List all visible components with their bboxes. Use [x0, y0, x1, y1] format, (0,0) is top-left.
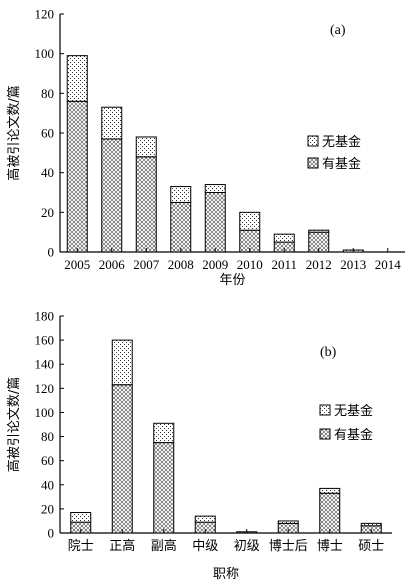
y-tick-label: 120 [35, 7, 55, 22]
x-tick-label: 2009 [202, 257, 228, 272]
legend-label: 有基金 [322, 156, 361, 172]
bar-segment-无基金 [66, 55, 88, 102]
y-tick-label: 120 [35, 381, 55, 396]
bar-segment-有基金 [66, 100, 88, 253]
y-tick-label: 20 [41, 501, 54, 516]
y-tick-label: 60 [41, 126, 54, 141]
x-tick-label: 2008 [168, 257, 194, 272]
bar-segment-无基金 [277, 520, 299, 524]
y-tick-label: 0 [48, 245, 55, 260]
bar-segment-有基金 [204, 192, 226, 253]
x-tick-label: 2005 [64, 257, 90, 272]
y-tick-label: 160 [35, 333, 55, 348]
bar-segment-无基金 [101, 106, 123, 140]
x-axis-title: 职称 [213, 567, 239, 582]
bar-segment-无基金 [204, 184, 226, 193]
bar-segment-无基金 [70, 512, 92, 523]
y-tick-label: 20 [41, 205, 54, 220]
y-tick-label: 80 [41, 429, 54, 444]
bar-segment-无基金 [360, 522, 382, 527]
bar-segment-无基金 [308, 229, 330, 233]
x-tick-label: 院士 [68, 539, 94, 554]
y-tick-label: 100 [35, 405, 55, 420]
x-tick-label: 2006 [99, 257, 126, 272]
legend-label: 无基金 [334, 403, 373, 419]
y-tick-label: 40 [41, 165, 54, 180]
y-tick-label: 40 [41, 477, 54, 492]
x-tick-label: 2014 [375, 257, 402, 272]
x-tick-label: 2011 [271, 257, 297, 272]
legend-swatch [319, 428, 331, 440]
legend-swatch [307, 135, 319, 147]
bar-segment-有基金 [319, 492, 341, 534]
bar-segment-无基金 [319, 487, 341, 494]
x-tick-label: 2012 [306, 257, 332, 272]
y-axis-title: 高被引论文数/篇 [6, 85, 22, 180]
legend-swatch [307, 157, 319, 169]
x-tick-label: 博士后 [269, 539, 308, 554]
y-tick-label: 180 [35, 309, 55, 324]
x-tick-label: 硕士 [358, 539, 384, 554]
y-tick-label: 140 [35, 357, 55, 372]
bar-segment-有基金 [111, 384, 133, 534]
x-tick-label: 博士 [317, 539, 343, 554]
x-tick-label: 中级 [192, 539, 218, 554]
x-tick-label: 2013 [340, 257, 366, 272]
x-tick-label: 2010 [237, 257, 263, 272]
bar-segment-无基金 [153, 422, 175, 444]
panel-label: (a) [330, 23, 346, 38]
bar-segment-无基金 [194, 515, 216, 523]
bar-segment-无基金 [111, 339, 133, 386]
bar-segment-无基金 [135, 136, 157, 158]
bar-segment-有基金 [170, 201, 192, 253]
x-tick-label: 2007 [133, 257, 160, 272]
x-tick-label: 正高 [109, 538, 135, 554]
y-axis-title: 高被引论文数/篇 [6, 377, 22, 472]
y-tick-label: 80 [41, 86, 54, 101]
x-tick-label: 副高 [151, 538, 177, 554]
bar-segment-有基金 [135, 156, 157, 253]
y-tick-label: 0 [48, 526, 55, 541]
bar-segment-无基金 [170, 186, 192, 203]
panel-label: (b) [320, 345, 337, 360]
x-axis-title: 年份 [219, 273, 245, 288]
bar-segment-无基金 [273, 233, 295, 243]
chart-panel-a: 0 20 40 60 80 100 120 2005 2006 2007 2008 2009 2010 2… [6, 7, 405, 288]
y-tick-label: 60 [41, 453, 54, 468]
x-tick-label: 初级 [234, 539, 260, 554]
bar-segment-有基金 [101, 138, 123, 253]
bar-segment-有基金 [153, 442, 175, 534]
legend-label: 有基金 [334, 427, 373, 443]
legend-swatch [319, 404, 331, 416]
y-tick-label: 100 [35, 46, 55, 61]
legend-label: 无基金 [322, 134, 361, 150]
bar-segment-无基金 [239, 211, 261, 231]
chart-panel-b: 0 20 40 60 80 100 120 140 160 180 院士 正高 副高 中级 初级 博士后 博士硕… [6, 309, 392, 582]
